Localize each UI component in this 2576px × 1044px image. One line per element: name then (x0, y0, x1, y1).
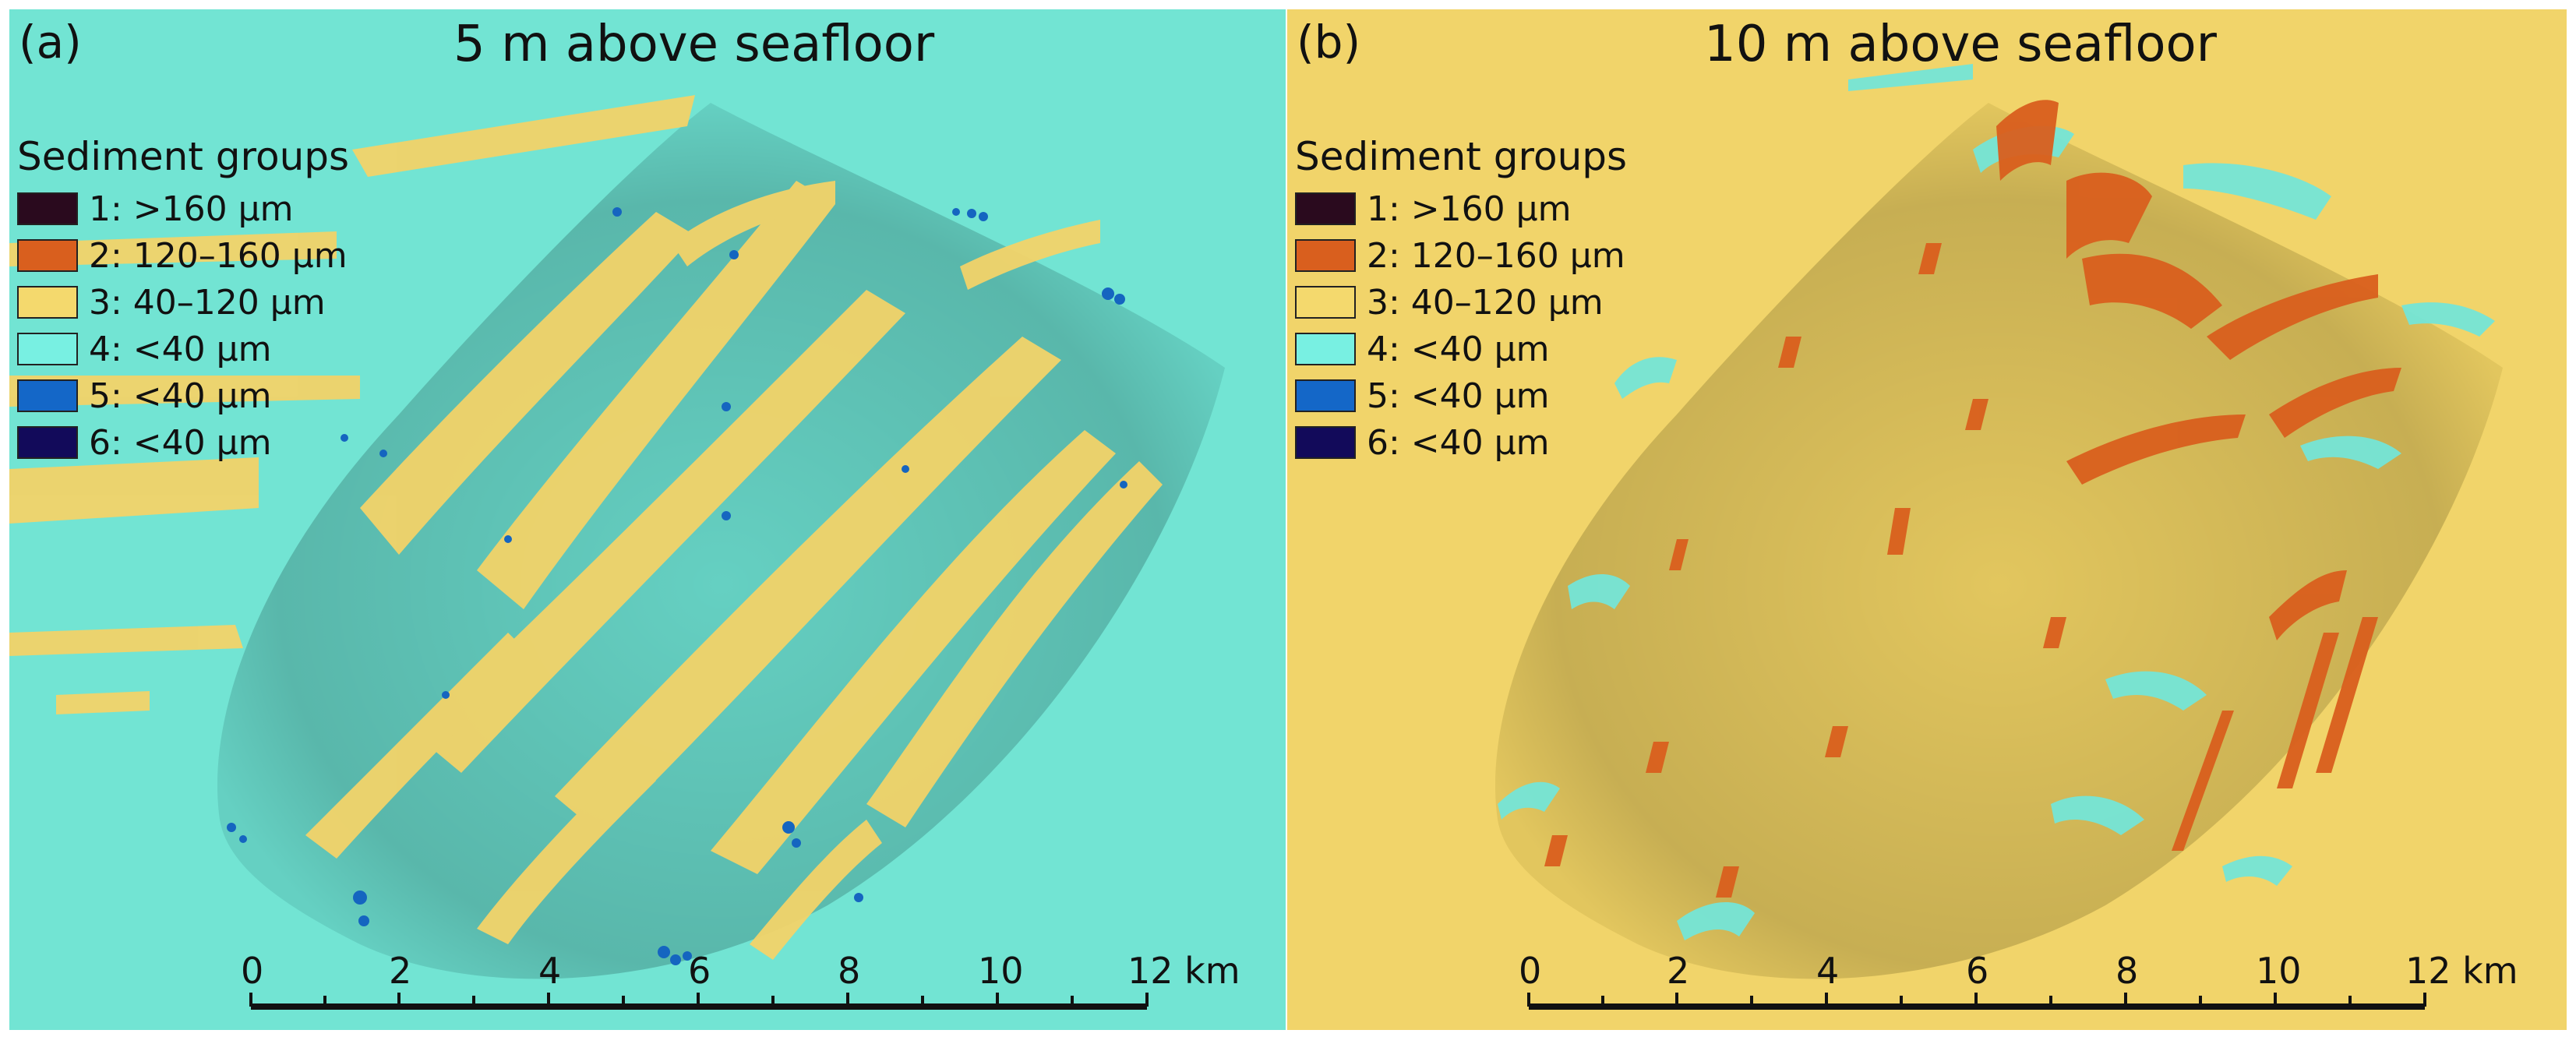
legend-title: Sediment groups (17, 134, 350, 179)
legend-label: 1: >160 µm (89, 189, 294, 229)
legend-swatch (17, 379, 78, 412)
legend-title: Sediment groups (1295, 134, 1628, 179)
legend-item: 6: <40 µm (17, 419, 349, 466)
legend-label: 6: <40 µm (1367, 422, 1550, 463)
legend-item: 5: <40 µm (1295, 372, 1627, 419)
legend-label: 3: 40–120 µm (1367, 282, 1604, 323)
legend-item: 3: 40–120 µm (1295, 279, 1627, 326)
legend-label: 2: 120–160 µm (1367, 235, 1625, 276)
legend-swatch (1295, 192, 1356, 225)
legend-swatch (1295, 239, 1356, 272)
legend-item: 1: >160 µm (1295, 185, 1627, 232)
legend-swatch (1295, 379, 1356, 412)
fine-sediment-dots-a (227, 207, 1127, 965)
map-a-canvas (9, 9, 1286, 1030)
legend-item: 5: <40 µm (17, 372, 349, 419)
legend-item: 4: <40 µm (1295, 326, 1627, 372)
coarse-sediment-streaks-b (1544, 100, 2401, 898)
legend-swatch (17, 286, 78, 319)
panel-a-tag: (a) (19, 16, 82, 69)
map-b-canvas (1287, 9, 2567, 1030)
sand-patches-a (9, 95, 1163, 960)
panel-b-tag: (b) (1297, 16, 1361, 69)
legend-swatch (17, 333, 78, 365)
legend-item: 1: >160 µm (17, 185, 349, 232)
legend-label: 4: <40 µm (1367, 329, 1550, 369)
legend-label: 3: 40–120 µm (89, 282, 326, 323)
panel-a-title: 5 m above seafloor (453, 16, 935, 73)
legend-label: 2: 120–160 µm (89, 235, 348, 276)
legend-item: 4: <40 µm (17, 326, 349, 372)
panel-b-legend: Sediment groups 1: >160 µm 2: 120–160 µm… (1295, 134, 1627, 466)
legend-label: 5: <40 µm (1367, 376, 1550, 416)
legend-item: 3: 40–120 µm (17, 279, 349, 326)
legend-item: 2: 120–160 µm (17, 232, 349, 279)
panel-a-legend: Sediment groups 1: >160 µm 2: 120–160 µm… (17, 134, 349, 466)
legend-label: 6: <40 µm (89, 422, 272, 463)
panel-b-map: (b) 10 m above seafloor Sediment groups … (1287, 9, 2567, 1030)
legend-swatch (1295, 286, 1356, 319)
legend-swatch (17, 239, 78, 272)
legend-label: 5: <40 µm (89, 376, 272, 416)
legend-item: 2: 120–160 µm (1295, 232, 1627, 279)
panel-a-map: (a) 5 m above seafloor Sediment groups 1… (9, 9, 1286, 1030)
legend-swatch (1295, 426, 1356, 459)
legend-label: 1: >160 µm (1367, 189, 1572, 229)
panel-b-title: 10 m above seafloor (1704, 16, 2217, 73)
legend-item: 6: <40 µm (1295, 419, 1627, 466)
legend-label: 4: <40 µm (89, 329, 272, 369)
legend-swatch (17, 426, 78, 459)
legend-swatch (17, 192, 78, 225)
legend-swatch (1295, 333, 1356, 365)
